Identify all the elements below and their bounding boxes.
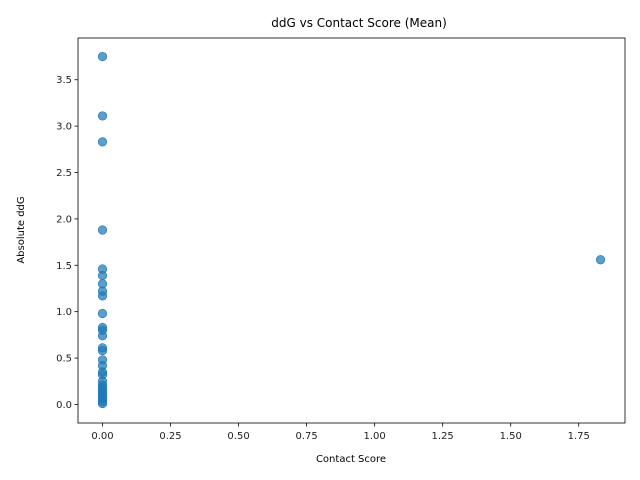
y-axis-label: Absolute ddG: [16, 196, 27, 263]
y-tick-label: 1.5: [56, 261, 72, 272]
y-tick-label: 1.0: [56, 307, 72, 318]
plot-frame: [77, 37, 626, 424]
y-axis-ticks: 0.0 0.5 1.0 1.5 2.0 2.5 3.0 3.5: [56, 75, 78, 411]
data-point: [97, 291, 108, 301]
y-tick-label: 3.0: [56, 122, 72, 133]
data-point: [97, 270, 108, 281]
y-tick-label: 0.5: [56, 354, 72, 365]
y-tick-label: 2.5: [56, 168, 72, 179]
data-points: [97, 51, 606, 409]
y-tick-label: 2.0: [56, 214, 72, 225]
x-tick-label: 0.25: [159, 431, 181, 442]
x-tick-label: 0.00: [91, 431, 113, 442]
x-tick-label: 1.75: [568, 431, 590, 442]
data-point: [595, 255, 606, 265]
data-point: [97, 225, 108, 235]
x-tick-label: 1.25: [432, 431, 454, 442]
data-point: [97, 51, 108, 62]
y-tick-label: 3.5: [56, 75, 72, 86]
x-tick-label: 0.50: [227, 431, 249, 442]
data-point: [97, 398, 108, 409]
x-axis-ticks: 0.00 0.25 0.50 0.75 1.00 1.25 1.50 1.75: [91, 423, 590, 442]
x-tick-label: 0.75: [295, 431, 317, 442]
data-point: [97, 346, 108, 356]
x-tick-label: 1.00: [363, 431, 385, 442]
data-point: [97, 137, 108, 147]
data-point: [97, 111, 108, 121]
data-point: [97, 308, 108, 319]
x-axis-label: Contact Score: [316, 454, 386, 465]
x-tick-label: 1.50: [500, 431, 522, 442]
data-point: [97, 331, 108, 341]
y-tick-label: 0.0: [56, 400, 72, 411]
chart-title: ddG vs Contact Score (Mean): [271, 16, 447, 30]
